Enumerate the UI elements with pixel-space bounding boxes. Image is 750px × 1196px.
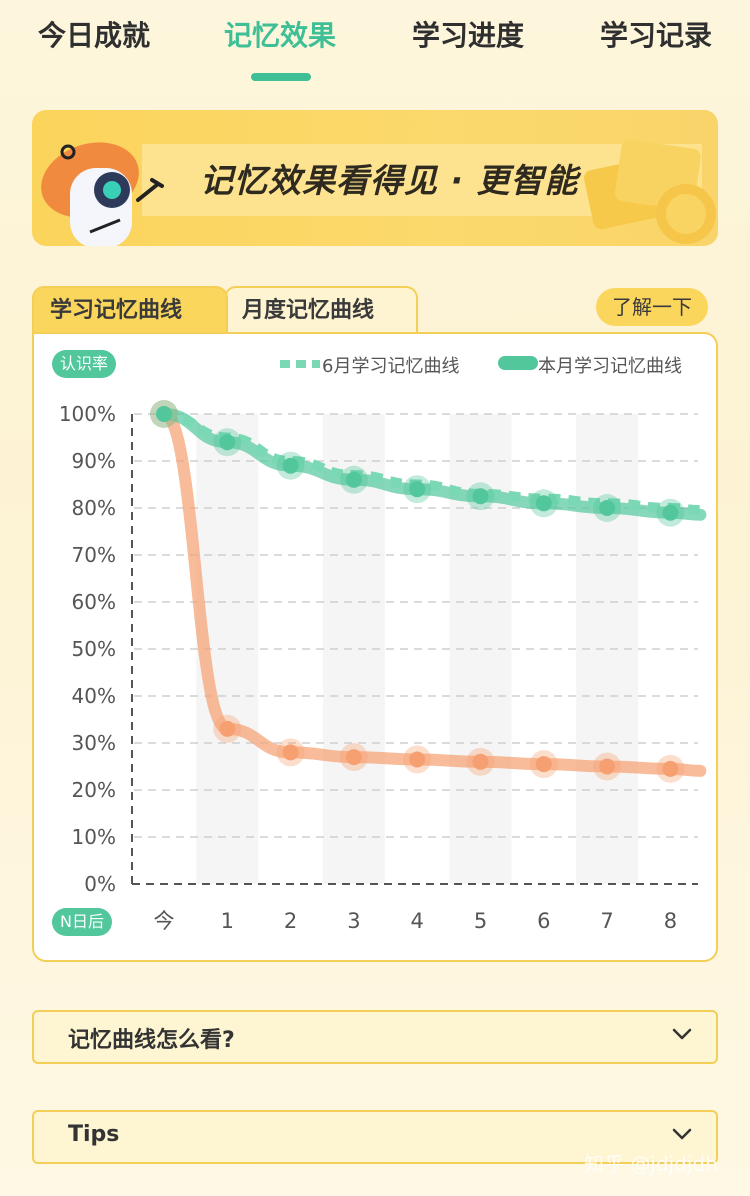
x-tick-label: 4 <box>411 909 424 933</box>
top-tab-bar: 今日成就 记忆效果 学习进度 学习记录 <box>0 0 750 90</box>
x-tick-label: 7 <box>600 909 613 933</box>
data-point <box>345 471 362 488</box>
y-tick-label: 50% <box>72 637 116 661</box>
memory-curve-chart: 100% 90% 80% 70% 60% 50% 40% 30% 20% 10% 0% 今 1 2 3 4 5 6… <box>59 400 707 933</box>
data-point <box>156 406 172 422</box>
data-point <box>472 488 489 505</box>
tab-today-achievement[interactable]: 今日成就 <box>38 19 151 52</box>
x-tick-label: 5 <box>474 909 487 933</box>
y-tick-label: 40% <box>72 684 116 708</box>
x-axis-label-pill: N日后 <box>52 908 112 936</box>
data-point <box>219 434 236 451</box>
data-point <box>599 500 616 516</box>
tab-memory-effect[interactable]: 记忆效果 <box>224 19 337 52</box>
data-point <box>662 760 679 777</box>
x-tick-label: 1 <box>221 909 234 933</box>
coins-decoration-icon <box>584 139 716 244</box>
series-line-june <box>163 409 701 515</box>
data-point <box>662 504 679 521</box>
tips-accordion[interactable]: Tips <box>32 1110 718 1164</box>
data-point <box>282 744 299 761</box>
x-tick-label: 8 <box>664 909 677 933</box>
y-tick-label: 100% <box>59 402 116 426</box>
chevron-down-icon <box>672 1028 692 1040</box>
legend-dashed-swatch <box>280 360 320 368</box>
y-tick-label: 20% <box>72 778 116 802</box>
y-tick-label: 80% <box>72 496 116 520</box>
tab-monthly-memory-curve[interactable]: 月度记忆曲线 <box>224 286 418 334</box>
y-tick-label: 30% <box>72 731 116 755</box>
tab-study-record[interactable]: 学习记录 <box>600 19 713 52</box>
active-tab-indicator <box>251 73 311 81</box>
x-tick-label: 2 <box>284 909 297 933</box>
y-tick-label: 0% <box>84 872 116 896</box>
data-point <box>409 481 426 498</box>
tab-study-memory-curve[interactable]: 学习记忆曲线 <box>32 286 228 334</box>
data-point <box>599 758 616 775</box>
y-tick-label: 60% <box>72 590 116 614</box>
data-point <box>409 751 426 768</box>
accordion-label: 记忆曲线怎么看? <box>68 1028 235 1053</box>
learn-more-button[interactable]: 了解一下 <box>596 288 708 326</box>
data-point <box>472 753 489 770</box>
accordion-label: Tips <box>68 1122 120 1147</box>
data-point <box>345 749 362 766</box>
data-point <box>535 756 552 773</box>
data-point <box>219 720 236 737</box>
memory-effect-banner: 记忆效果看得见 · 更智能 <box>32 110 718 246</box>
legend-june-curve: 6月学习记忆曲线 <box>322 356 460 377</box>
watermark: 知乎 @jdjdjdh <box>584 1152 718 1176</box>
y-axis-label-pill: 认识率 <box>52 350 117 378</box>
how-to-read-accordion[interactable]: 记忆曲线怎么看? <box>32 1010 718 1064</box>
data-point <box>535 495 552 512</box>
x-tick-label: 今 <box>154 909 175 933</box>
x-tick-label: 3 <box>347 909 360 933</box>
legend-this-month-curve: 本月学习记忆曲线 <box>538 356 682 377</box>
tab-study-progress[interactable]: 学习进度 <box>412 19 525 52</box>
chevron-down-icon <box>672 1128 692 1140</box>
x-tick-label: 6 <box>537 909 550 933</box>
y-tick-label: 10% <box>72 825 116 849</box>
legend-solid-swatch <box>498 356 538 370</box>
memory-curve-card: 认识率 6月学习记忆曲线 本月学习记忆曲线 100% 90% 80% 70% 60% 50… <box>32 332 718 962</box>
y-tick-label: 70% <box>72 543 116 567</box>
data-point <box>282 457 299 474</box>
mascot-icon <box>41 142 164 246</box>
banner-title: 记忆效果看得见 · 更智能 <box>200 161 579 200</box>
y-tick-label: 90% <box>72 449 116 473</box>
